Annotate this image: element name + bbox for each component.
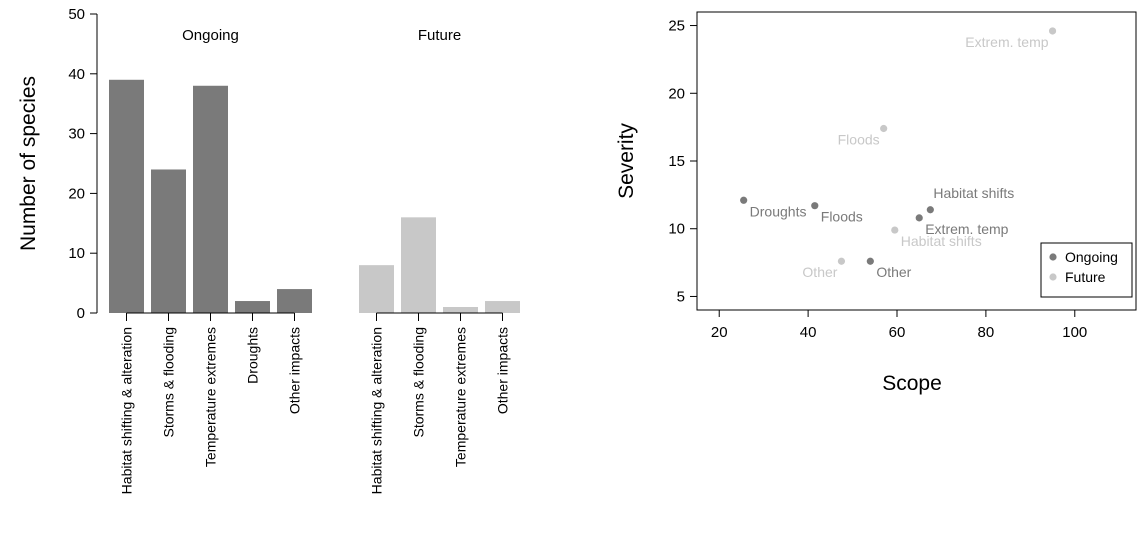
scatter-x-tick-label: 20 xyxy=(711,324,728,341)
bar xyxy=(443,307,478,313)
bar-y-tick-label: 0 xyxy=(77,305,85,322)
scatter-point-label: Extrem. temp xyxy=(925,221,1008,237)
scatter-point-label: Extrem. temp xyxy=(965,34,1048,50)
bar-y-tick-label: 40 xyxy=(68,66,85,83)
bar xyxy=(151,169,186,313)
bar-category-label: Droughts xyxy=(245,327,261,384)
legend-box xyxy=(1040,242,1133,298)
scatter-x-tick-label: 80 xyxy=(978,324,995,341)
scatter-y-tick-label: 10 xyxy=(668,221,685,238)
legend-marker xyxy=(1049,273,1057,281)
bar-y-tick-label: 10 xyxy=(68,245,85,262)
bar-category-label: Habitat shifting & alteration xyxy=(369,327,385,494)
bar xyxy=(359,265,394,313)
scatter-point-label: Habitat shifts xyxy=(901,233,982,249)
bar-category-label: Other impacts xyxy=(495,327,511,414)
bar-chart: 0 10 20 30 40 50 Number of species Habitat shif… xyxy=(17,6,520,494)
bar xyxy=(109,79,144,313)
bar-category-label: Other impacts xyxy=(287,327,303,414)
bar-category-label: Temperature extremes xyxy=(453,327,469,467)
scatter-x-tick-label: 40 xyxy=(800,324,817,341)
bar xyxy=(193,85,228,313)
bar xyxy=(485,301,520,313)
scatter-point xyxy=(926,206,934,214)
legend-marker xyxy=(1049,253,1057,261)
bar-y-tick-label: 20 xyxy=(68,185,85,202)
bar xyxy=(277,289,312,313)
scatter-point-label: Floods xyxy=(821,209,863,225)
scatter-y-tick-label: 5 xyxy=(677,288,685,305)
scatter-y-axis-title: Severity xyxy=(615,123,638,199)
scatter-y-tick-label: 15 xyxy=(668,153,685,170)
scatter-x-tick-label: 60 xyxy=(889,324,906,341)
scatter-y-tick-label: 25 xyxy=(668,18,685,35)
scatter-point-label: Habitat shifts xyxy=(933,185,1014,201)
scatter-point xyxy=(740,196,748,204)
bar-category-label: Storms & flooding xyxy=(411,327,427,438)
scatter-x-tick-label: 100 xyxy=(1062,324,1087,341)
scatter-point xyxy=(811,202,819,210)
legend-label: Ongoing xyxy=(1065,249,1118,265)
scatter-point xyxy=(891,226,899,234)
bar-category-label: Temperature extremes xyxy=(203,327,219,467)
scatter-point xyxy=(1048,27,1057,35)
scatter-point xyxy=(866,257,874,265)
scatter-y-tick-label: 20 xyxy=(668,85,685,102)
scatter-legend: Ongoing Future xyxy=(1040,242,1133,298)
bar-category-label: Storms & flooding xyxy=(161,327,177,438)
scatter-point xyxy=(915,214,923,222)
bar-y-tick-label: 30 xyxy=(68,126,85,143)
bar-y-tick-label: 50 xyxy=(68,6,85,23)
scatter-point-label: Droughts xyxy=(750,203,807,219)
bar-category-label: Habitat shifting & alteration xyxy=(119,327,135,494)
bar xyxy=(235,301,270,313)
bar-y-axis-title: Number of species xyxy=(17,76,40,251)
scatter-point-label: Other xyxy=(876,264,911,280)
scatter-x-axis-title: Scope xyxy=(882,372,942,395)
scatter-point-label: Other xyxy=(802,264,837,280)
bar-group-label: Ongoing xyxy=(182,27,239,44)
scatter-point xyxy=(880,124,888,133)
scatter-point xyxy=(837,257,846,265)
scatter-plot-frame xyxy=(696,11,1137,311)
scatter-chart: 20 40 60 80 100 5 10 15 20 25 Scope Severity Drought… xyxy=(615,11,1137,395)
bar-group-label: Future xyxy=(418,27,461,44)
bar xyxy=(401,217,436,313)
legend-label: Future xyxy=(1065,269,1106,285)
scatter-point-label: Floods xyxy=(838,131,880,147)
